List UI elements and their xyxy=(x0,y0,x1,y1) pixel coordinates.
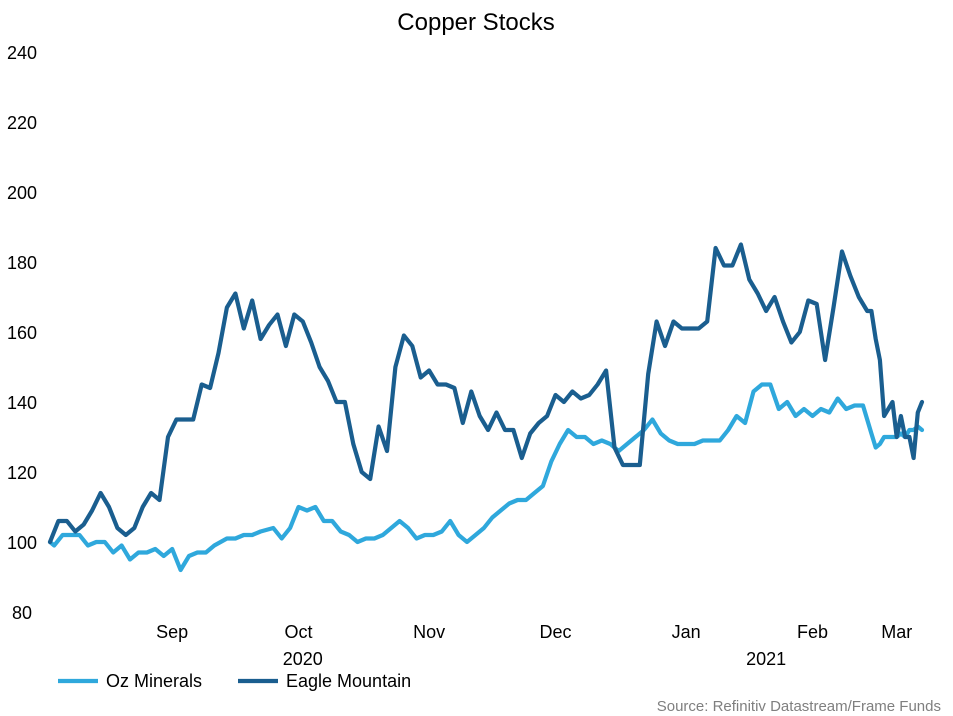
x-year-label: 2021 xyxy=(746,649,786,669)
legend: Oz Minerals Eagle Mountain xyxy=(58,671,411,691)
y-tick-label: 120 xyxy=(7,463,37,483)
y-tick-label: 100 xyxy=(7,533,37,553)
series-lines xyxy=(47,242,925,573)
x-tick-label: Oct xyxy=(285,622,313,642)
y-tick-label: 220 xyxy=(7,113,37,133)
chart-title: Copper Stocks xyxy=(397,9,554,36)
x-year-label: 2020 xyxy=(283,649,323,669)
source-note: Source: Refinitiv Datastream/Frame Funds xyxy=(657,698,941,715)
x-tick-label: Mar xyxy=(881,622,912,642)
legend-label-0: Oz Minerals xyxy=(106,671,202,691)
y-tick-label: 140 xyxy=(7,393,37,413)
y-axis-ticks: 80 100 120 140 160 180 200 220 240 xyxy=(7,43,37,623)
series-line-0 xyxy=(47,382,925,573)
y-tick-label: 200 xyxy=(7,183,37,203)
y-tick-label: 80 xyxy=(12,603,32,623)
x-tick-label: Dec xyxy=(539,622,571,642)
x-axis-ticks: Sep Oct Nov Dec Jan Feb Mar 2020 2021 xyxy=(156,622,912,669)
y-tick-label: 240 xyxy=(7,43,37,63)
x-tick-label: Nov xyxy=(413,622,445,642)
y-tick-label: 160 xyxy=(7,323,37,343)
x-tick-label: Sep xyxy=(156,622,188,642)
series-line-1 xyxy=(47,242,925,545)
x-tick-label: Jan xyxy=(672,622,701,642)
legend-label-1: Eagle Mountain xyxy=(286,671,411,691)
x-tick-label: Feb xyxy=(797,622,828,642)
y-tick-label: 180 xyxy=(7,253,37,273)
